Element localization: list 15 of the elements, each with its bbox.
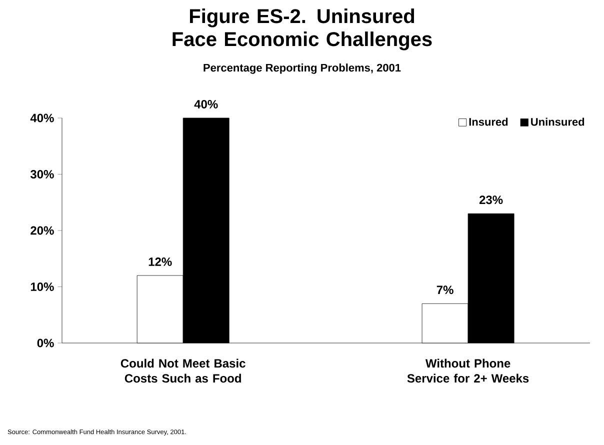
- data-label: 7%: [436, 286, 454, 294]
- x-tick-label: Without Phone Service for 2+ Weeks: [407, 358, 529, 383]
- legend-label: Uninsured: [531, 118, 584, 126]
- data-label: 23%: [479, 196, 503, 204]
- data-label: 40%: [194, 100, 218, 108]
- y-tick-label: 10%: [30, 282, 54, 291]
- data-label: 12%: [148, 258, 172, 266]
- chart-subtitle: Percentage Reporting Problems, 2001: [204, 64, 401, 74]
- y-tick-label: 40%: [30, 114, 54, 122]
- y-tick-label: 20%: [30, 226, 54, 235]
- y-tick-label: 0%: [37, 338, 54, 348]
- chart-title: Figure ES-2. Uninsured Face Economic Challenges: [172, 8, 432, 50]
- y-tick-label: 30%: [30, 170, 54, 179]
- x-tick-label: Could Not Meet Basic Costs Such as Food: [120, 358, 246, 383]
- legend-label: Insured: [469, 118, 508, 126]
